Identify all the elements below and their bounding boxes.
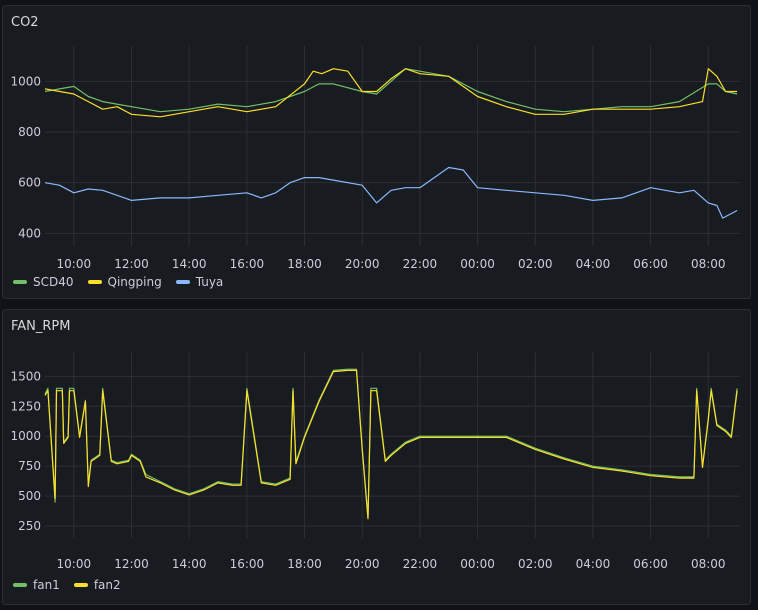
- legend-swatch: [73, 583, 88, 587]
- panel-title-co2[interactable]: CO2: [11, 15, 39, 30]
- legend-label: Qingping: [107, 275, 162, 289]
- y-tick-label: 500: [18, 489, 41, 503]
- x-tick-label: 10:00: [57, 557, 92, 571]
- panel-title-fan-rpm[interactable]: FAN_RPM: [11, 319, 71, 334]
- series-line-qingping: [44, 68, 738, 118]
- legend-item-fan2[interactable]: fan2: [73, 578, 121, 592]
- x-tick-label: 08:00: [691, 557, 726, 571]
- x-tick-label: 02:00: [518, 257, 553, 271]
- legend-label: fan1: [33, 578, 60, 592]
- y-tick-label: 1000: [10, 74, 41, 88]
- co2-panel: CO2 400 600 800 1000 10:00 12:00 14:00 16:00 18:…: [2, 5, 751, 299]
- fan-rpm-chart[interactable]: 250 500 750 1000 1250 1500 10:00 12:00 14:00 16:0…: [3, 310, 750, 604]
- x-tick-label: 22:00: [403, 557, 438, 571]
- y-tick-label: 600: [18, 176, 41, 190]
- legend-swatch: [175, 280, 190, 284]
- legend-swatch: [13, 280, 27, 284]
- legend-label: SCD40: [33, 275, 74, 289]
- legend-swatch: [87, 280, 102, 284]
- legend-item-tuya[interactable]: Tuya: [175, 275, 224, 289]
- x-tick-label: 00:00: [460, 557, 495, 571]
- co2-legend: SCD40 Qingping Tuya: [13, 275, 223, 289]
- legend-label: Tuya: [195, 275, 224, 289]
- x-tick-label: 04:00: [576, 257, 611, 271]
- x-tick-label: 14:00: [172, 257, 207, 271]
- x-tick-label: 10:00: [57, 257, 92, 271]
- y-tick-label: 750: [18, 459, 41, 473]
- y-tick-label: 400: [18, 226, 41, 240]
- x-tick-label: 06:00: [633, 257, 668, 271]
- series-line-scd40: [44, 68, 738, 113]
- legend-label: fan2: [93, 578, 121, 592]
- fan-rpm-panel: FAN_RPM 250 500 750 1000 1250 1500 10:00 12:00 1…: [2, 309, 751, 605]
- x-tick-label: 04:00: [576, 557, 611, 571]
- series-line-fan2: [44, 369, 738, 520]
- x-tick-label: 12:00: [114, 257, 149, 271]
- x-tick-label: 18:00: [287, 557, 322, 571]
- x-tick-label: 06:00: [633, 557, 668, 571]
- x-tick-label: 18:00: [287, 257, 322, 271]
- co2-chart[interactable]: 400 600 800 1000 10:00 12:00 14:00 16:00 18:00 20…: [3, 6, 750, 298]
- y-tick-label: 800: [18, 125, 41, 139]
- x-tick-label: 14:00: [172, 557, 207, 571]
- y-tick-label: 1250: [10, 399, 41, 413]
- x-tick-label: 08:00: [691, 257, 726, 271]
- y-tick-label: 1000: [10, 429, 41, 443]
- x-tick-label: 16:00: [230, 257, 265, 271]
- x-tick-label: 22:00: [403, 257, 438, 271]
- series-line-tuya: [44, 166, 738, 219]
- legend-swatch: [13, 583, 27, 587]
- legend-item-fan1[interactable]: fan1: [13, 578, 60, 592]
- x-tick-label: 16:00: [230, 557, 265, 571]
- x-tick-label: 02:00: [518, 557, 553, 571]
- x-tick-label: 20:00: [345, 557, 380, 571]
- y-tick-label: 1500: [10, 369, 41, 383]
- legend-item-scd40[interactable]: SCD40: [13, 275, 74, 289]
- y-tick-label: 250: [18, 519, 41, 533]
- x-tick-label: 12:00: [114, 557, 149, 571]
- fan-rpm-legend: fan1 fan2: [13, 578, 121, 592]
- x-tick-label: 20:00: [345, 257, 380, 271]
- series-line-fan1: [44, 368, 738, 519]
- legend-item-qingping[interactable]: Qingping: [87, 275, 162, 289]
- x-tick-label: 00:00: [460, 257, 495, 271]
